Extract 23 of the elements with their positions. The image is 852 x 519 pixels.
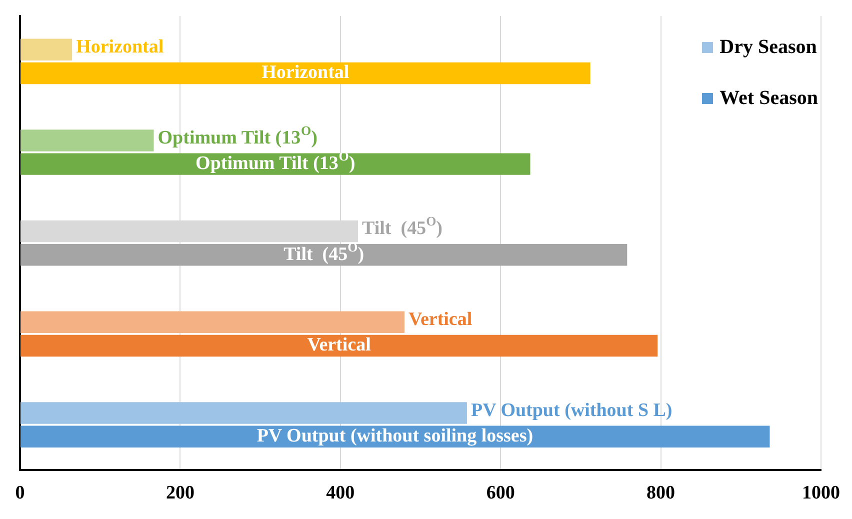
x-tick-label: 400 [326,482,355,504]
bar [20,426,770,448]
bar [20,402,467,424]
annotation: Horizontal [262,62,350,84]
x-tick-label: 1000 [802,482,840,504]
bar [20,130,154,152]
x-tick-label: 200 [166,482,194,504]
legend-label: Wet Season [720,87,818,110]
annotation: PV Output (without S L) [470,400,672,421]
legend-label: Dry Season [720,36,817,59]
bar [20,311,404,333]
bar [20,244,628,266]
annotation: Horizontal [76,36,164,58]
x-tick-label: 0 [15,482,25,504]
bar [20,334,658,357]
annotation: PV Output (without soiling losses) [256,425,534,446]
bar [20,38,72,60]
x-tick-label: 600 [486,482,515,504]
x-tick-label: 800 [646,482,676,504]
bar [20,62,590,84]
annotation: Vertical [408,309,472,330]
annotation: Vertical [307,334,371,356]
bar [20,153,530,175]
